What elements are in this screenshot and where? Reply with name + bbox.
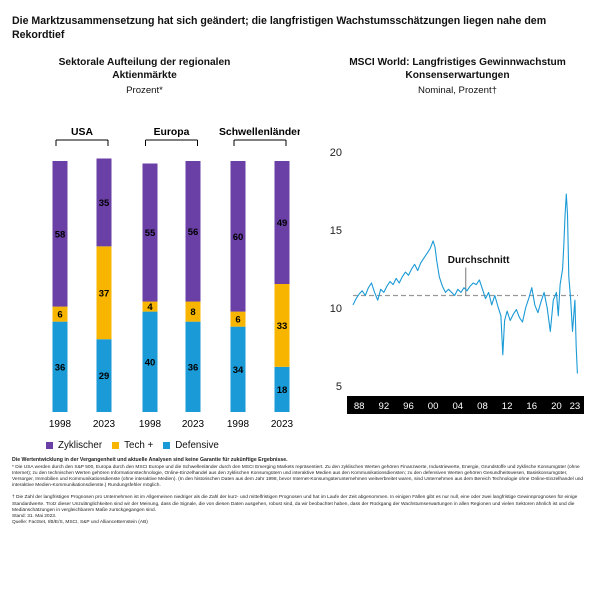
left-chart-subtitle: Prozent* bbox=[126, 85, 163, 96]
bar-tech-4 bbox=[230, 311, 246, 327]
bar-label-2-0: 58 bbox=[55, 229, 66, 240]
bar-label-1-2: 4 bbox=[147, 302, 153, 313]
footnote-heading: Die Wertentwicklung in der Vergangenheit… bbox=[12, 457, 288, 463]
bar-label-1-1: 37 bbox=[99, 288, 110, 299]
bar-label-0-4: 34 bbox=[233, 365, 244, 376]
bar-label-2-3: 56 bbox=[188, 227, 199, 238]
group-label-1: Europa bbox=[154, 127, 190, 138]
bar-defensive-5 bbox=[274, 366, 290, 412]
legend-swatch-cyclical bbox=[46, 442, 53, 449]
legend: Zyklischer Tech + Defensive bbox=[46, 440, 229, 451]
bar-tech-5 bbox=[274, 283, 290, 367]
bar-defensive-2 bbox=[142, 311, 158, 412]
y-tick-10: 10 bbox=[330, 303, 342, 315]
bar-chart: USA Europa Schwellenländer 36 6 58 1998 29 37 35 2… bbox=[49, 127, 300, 430]
x-tick-20: 20 bbox=[551, 401, 562, 412]
bar-defensive-3 bbox=[185, 321, 201, 412]
bar-tech-3 bbox=[185, 301, 201, 322]
x-tick-96: 96 bbox=[403, 401, 414, 412]
legend-label-cyclical: Zyklischer bbox=[58, 440, 103, 451]
bar-label-1-4: 6 bbox=[235, 315, 240, 326]
year-label-0: 1998 bbox=[49, 419, 72, 430]
x-tick-16: 16 bbox=[526, 401, 537, 412]
footnote-star: * Die USA werden durch den S&P 500, Euro… bbox=[12, 465, 584, 489]
bar-label-0-5: 18 bbox=[277, 385, 288, 396]
year-label-4: 1998 bbox=[227, 419, 250, 430]
left-chart-title-line1: Sektorale Aufteilung der regionalen bbox=[58, 57, 231, 68]
x-tick-23: 23 bbox=[570, 401, 581, 412]
year-label-3: 2023 bbox=[182, 419, 205, 430]
bar-zyklischer-5 bbox=[274, 161, 290, 284]
bar-label-1-0: 6 bbox=[57, 310, 62, 321]
group-label-2: Schwellenländer bbox=[219, 127, 300, 138]
y-tick-20: 20 bbox=[330, 147, 342, 159]
bar-tech-1 bbox=[96, 246, 112, 340]
legend-item-tech: Tech + bbox=[112, 440, 153, 451]
footnote-date: Stand: 31. Mai 2023. bbox=[12, 513, 57, 519]
y-tick-15: 15 bbox=[330, 225, 342, 237]
bar-defensive-1 bbox=[96, 339, 112, 412]
bar-label-2-5: 49 bbox=[277, 218, 288, 229]
bar-zyklischer-2 bbox=[142, 163, 158, 302]
x-axis-band bbox=[347, 396, 584, 414]
left-chart-title: Sektorale Aufteilung der regionalen Akti… bbox=[22, 56, 267, 82]
legend-item-defensive: Defensive bbox=[163, 440, 219, 451]
bar-label-2-4: 60 bbox=[233, 232, 244, 243]
year-label-5: 2023 bbox=[271, 419, 294, 430]
group-label-0: USA bbox=[71, 127, 93, 138]
bar-label-0-3: 36 bbox=[188, 362, 199, 373]
bar-label-2-2: 55 bbox=[145, 228, 156, 239]
bar-zyklischer-0 bbox=[52, 161, 68, 307]
x-tick-88: 88 bbox=[354, 401, 365, 412]
bar-zyklischer-4 bbox=[230, 161, 246, 312]
x-tick-04: 04 bbox=[452, 401, 463, 412]
average-annotation: Durchschnitt bbox=[448, 255, 510, 266]
y-tick-5: 5 bbox=[336, 381, 342, 393]
legend-label-defensive: Defensive bbox=[175, 440, 219, 451]
bar-zyklischer-1 bbox=[96, 158, 112, 247]
right-chart-title-line1: MSCI World: Langfristiges Gewinnwachstum bbox=[349, 57, 566, 68]
right-chart-title-line2: Konsenserwartungen bbox=[405, 70, 510, 81]
footnotes: Die Wertentwicklung in der Vergangenheit… bbox=[12, 457, 584, 526]
footnote-source: Quelle: FactSet, I/B/E/S, MSCI, S&P und … bbox=[12, 519, 148, 525]
bar-zyklischer-3 bbox=[185, 161, 201, 302]
left-chart-title-line2: Aktienmärkte bbox=[112, 70, 177, 81]
footnote-dagger: † Die Zahl der langfristigen Prognosen p… bbox=[12, 495, 578, 513]
legend-swatch-tech bbox=[112, 442, 120, 449]
bar-label-1-3: 8 bbox=[190, 307, 195, 318]
bar-label-1-5: 33 bbox=[277, 321, 288, 332]
x-tick-08: 08 bbox=[477, 401, 488, 412]
year-label-2: 1998 bbox=[139, 419, 162, 430]
series-line bbox=[352, 193, 578, 374]
legend-swatch-defensive bbox=[163, 442, 171, 449]
x-tick-00: 00 bbox=[428, 401, 439, 412]
x-tick-92: 92 bbox=[378, 401, 389, 412]
bar-label-2-1: 35 bbox=[99, 198, 110, 209]
bar-defensive-0 bbox=[52, 321, 68, 412]
page-title: Die Marktzusammensetzung hat sich geände… bbox=[12, 15, 547, 41]
legend-label-tech: Tech + bbox=[124, 440, 154, 451]
x-tick-12: 12 bbox=[502, 401, 513, 412]
bar-tech-0 bbox=[52, 306, 68, 322]
bar-label-0-2: 40 bbox=[145, 357, 156, 368]
year-label-1: 2023 bbox=[93, 419, 116, 430]
bar-label-0-1: 29 bbox=[99, 371, 110, 382]
bar-label-0-0: 36 bbox=[55, 362, 66, 373]
right-chart-subtitle: Nominal, Prozent† bbox=[418, 85, 497, 96]
legend-item-cyclical: Zyklischer bbox=[46, 440, 102, 451]
line-chart: 5 10 15 20 Durchschnitt 88 92 96 00 04 08 12 16 20 23 bbox=[330, 147, 584, 414]
right-chart-title: MSCI World: Langfristiges Gewinnwachstum… bbox=[325, 56, 590, 82]
bar-defensive-4 bbox=[230, 326, 246, 412]
bar-tech-2 bbox=[142, 301, 158, 312]
